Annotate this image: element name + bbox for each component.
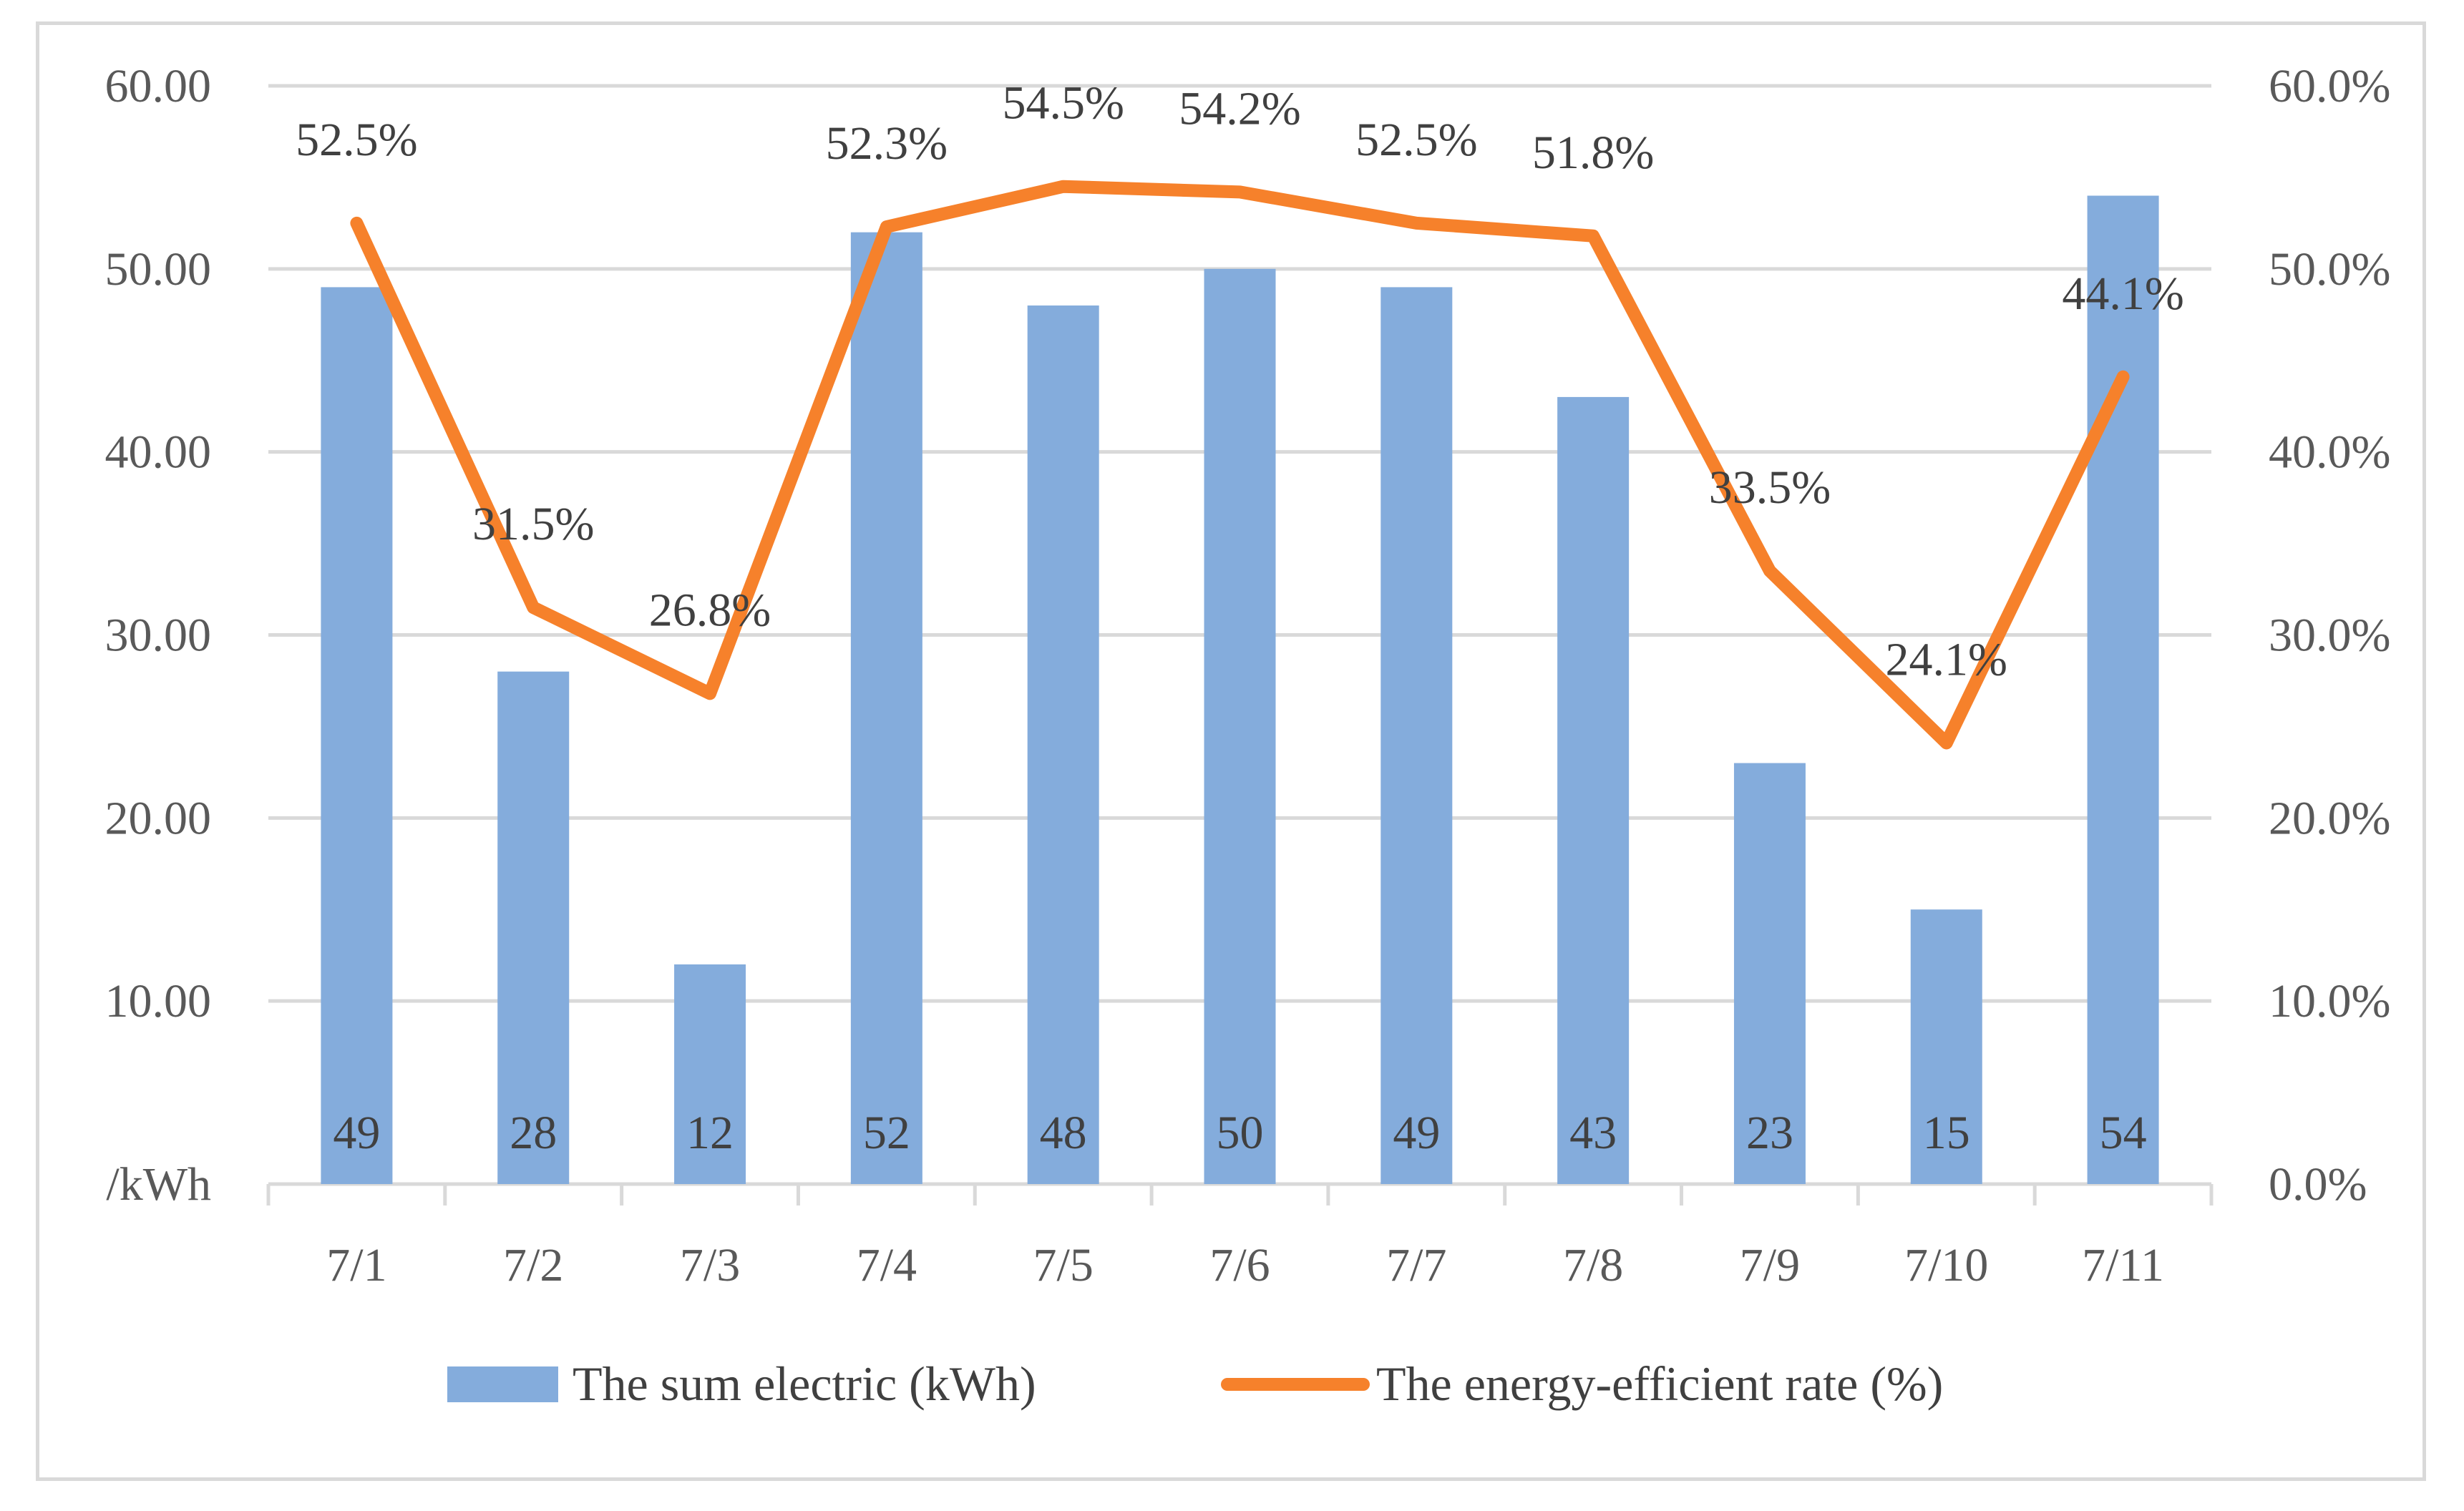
right-tick-label: 50.0%: [2269, 243, 2390, 295]
efficiency-line: [350, 180, 2130, 750]
right-tick-label: 30.0%: [2269, 610, 2390, 662]
x-tick-label: 7/2: [503, 1239, 563, 1291]
data-labels: 49 28 12 52 48 50 49 43 23 15 54 52.5% 31.5% 26.8% 52.…: [296, 77, 2184, 1159]
bar-value-label: 50: [1217, 1107, 1264, 1159]
bar: [1204, 268, 1276, 1184]
line-value-label: 31.5%: [472, 498, 594, 550]
line-value-label: 54.2%: [1179, 82, 1300, 135]
line-value-label: 26.8%: [649, 584, 771, 636]
bar-value-label: 43: [1569, 1107, 1617, 1159]
bar: [1380, 287, 1453, 1185]
line-value-label: 52.5%: [1355, 114, 1477, 166]
x-tick-label: 7/8: [1563, 1239, 1623, 1291]
x-tick-label: 7/10: [1904, 1239, 1988, 1291]
right-tick-label: 60.0%: [2269, 60, 2390, 112]
combo-chart: 60.00 50.00 40.00 30.00 20.00 10.00/kWh 60.0% 5…: [105, 60, 2391, 1411]
right-tick-label: 40.0%: [2269, 426, 2390, 479]
bar-value-label: 52: [863, 1107, 910, 1159]
left-tick-label: 40.00: [105, 426, 212, 479]
line-value-label: 52.5%: [296, 114, 417, 166]
bar-value-label: 23: [1746, 1107, 1793, 1159]
legend-line-label: The energy-efficient rate (%): [1376, 1356, 1943, 1411]
chart-frame: 60.00 50.00 40.00 30.00 20.00 10.00/kWh 60.0% 5…: [36, 21, 2426, 1481]
bar: [1733, 763, 1806, 1184]
left-tick-label: 50.00: [105, 243, 212, 295]
x-tick-label: 7/3: [680, 1239, 740, 1291]
left-axis-bottom-label: /kWh: [106, 1158, 211, 1211]
left-tick-label: 30.00: [105, 610, 212, 662]
x-tick-label: 7/1: [326, 1239, 386, 1291]
line-value-label: 54.5%: [1002, 77, 1124, 129]
line-series: [350, 180, 2130, 750]
x-tick-label: 7/4: [857, 1239, 917, 1291]
bar: [1027, 305, 1099, 1184]
legend-bar-label: The sum electric (kWh): [573, 1356, 1036, 1411]
right-tick-label: 0.0%: [2269, 1158, 2367, 1211]
left-tick-label: 10.00: [105, 975, 212, 1027]
bar: [321, 287, 393, 1185]
left-tick-label: 20.00: [105, 792, 212, 844]
line-value-label: 33.5%: [1709, 461, 1831, 514]
x-tick-label: 7/7: [1386, 1239, 1446, 1291]
legend: The sum electric (kWh) The energy-effici…: [447, 1356, 1943, 1411]
x-tick-label: 7/6: [1209, 1239, 1270, 1291]
legend-bar-swatch: [447, 1366, 558, 1402]
x-tick-label: 7/5: [1033, 1239, 1094, 1291]
line-value-label: 51.8%: [1532, 127, 1654, 179]
bar: [2087, 195, 2159, 1184]
right-tick-label: 20.0%: [2269, 792, 2390, 844]
line-value-label: 52.3%: [826, 117, 948, 170]
bar: [497, 671, 570, 1184]
line-value-label: 44.1%: [2062, 268, 2183, 320]
bar-value-label: 49: [1393, 1107, 1440, 1159]
right-tick-label: 10.0%: [2269, 975, 2390, 1027]
bar-value-label: 12: [686, 1107, 734, 1159]
bar: [1557, 396, 1630, 1184]
bar-value-label: 49: [333, 1107, 380, 1159]
axes: 60.00 50.00 40.00 30.00 20.00 10.00/kWh 60.0% 5…: [105, 60, 2391, 1291]
x-tick-label: 7/11: [2082, 1239, 2164, 1291]
bar: [850, 232, 922, 1185]
bar-value-label: 15: [1923, 1107, 1970, 1159]
bar-value-label: 54: [2100, 1107, 2147, 1159]
bar-series: [321, 195, 2159, 1185]
bar: [674, 964, 746, 1184]
left-tick-label: 60.00: [105, 60, 212, 112]
bar-value-label: 48: [1040, 1107, 1087, 1159]
x-tick-label: 7/9: [1740, 1239, 1800, 1291]
line-value-label: 24.1%: [1886, 633, 2007, 685]
bar-value-label: 28: [510, 1107, 557, 1159]
bar: [1910, 909, 1982, 1184]
